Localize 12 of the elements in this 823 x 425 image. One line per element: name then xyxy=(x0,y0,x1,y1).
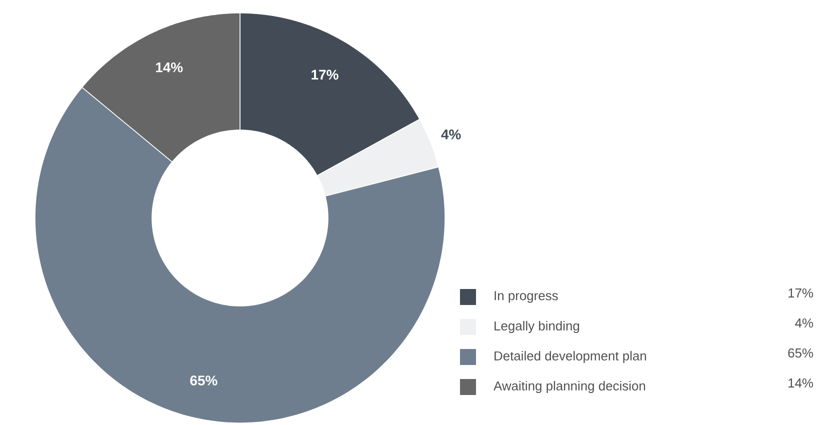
legend-label: In progress xyxy=(494,291,558,303)
data-label: 14% xyxy=(156,62,183,72)
text: 65% xyxy=(788,348,814,358)
data-label: 17% xyxy=(312,70,338,80)
legend-label: Detailed development plan xyxy=(494,350,646,364)
text: 4% xyxy=(795,318,814,328)
data-label: 4% xyxy=(441,130,461,140)
text: 17% xyxy=(788,288,814,298)
text: 14% xyxy=(788,378,814,388)
legend-label: Legally binding xyxy=(494,320,580,334)
legend-label: Awaiting planning decision xyxy=(494,380,646,394)
data-label: 65% xyxy=(190,376,218,386)
